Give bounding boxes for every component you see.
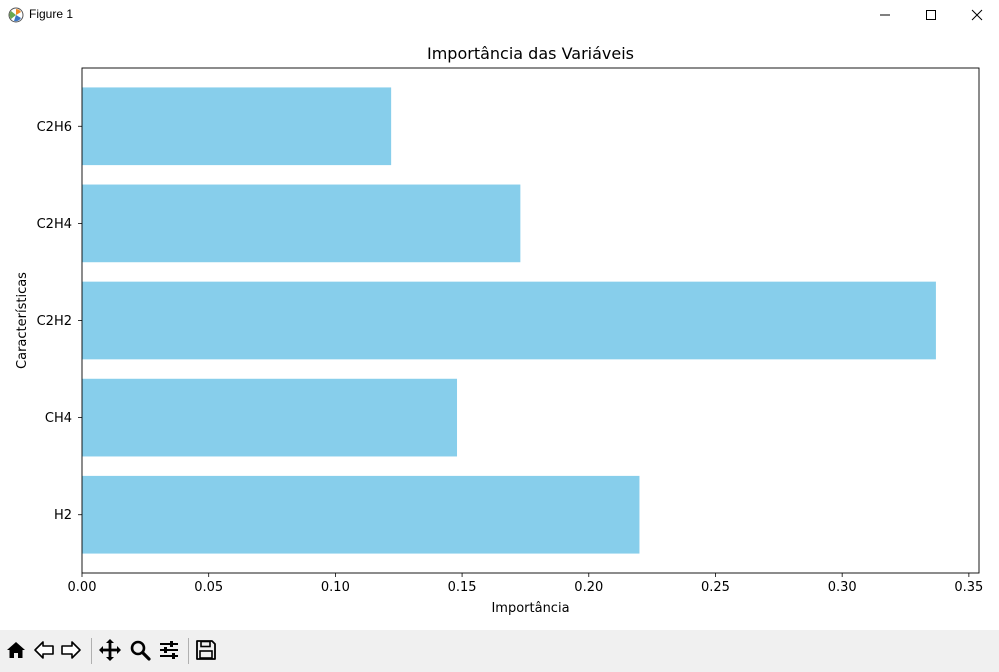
x-tick-label: 0.30 <box>828 580 857 595</box>
save-button[interactable] <box>192 636 220 664</box>
minimize-button[interactable] <box>862 0 908 30</box>
back-button[interactable] <box>30 636 58 664</box>
x-axis-label: Importância <box>491 601 569 616</box>
x-tick-label: 0.10 <box>321 580 350 595</box>
home-icon <box>7 642 25 658</box>
y-tick-label: C2H4 <box>37 217 72 232</box>
move-icon <box>99 639 121 661</box>
zoom-button[interactable] <box>126 636 154 664</box>
bar-ch4 <box>82 378 458 457</box>
y-tick-label: CH4 <box>45 411 72 426</box>
x-tick-label: 0.05 <box>194 580 223 595</box>
home-button[interactable] <box>2 636 30 664</box>
minimize-icon <box>880 14 890 16</box>
arrow-right-icon <box>61 641 81 659</box>
zoom-icon <box>130 640 151 661</box>
bar-chart: H2 CH4 C2H2 C2H4 C2H6 0.00 0.05 0.10 0.15 0.20 0.2… <box>15 44 983 616</box>
y-tick-label: C2H2 <box>37 314 72 329</box>
matplotlib-icon <box>8 7 24 23</box>
x-tick-label: 0.25 <box>701 580 730 595</box>
y-tick-label: C2H6 <box>37 120 72 135</box>
sliders-icon <box>160 641 178 659</box>
maximize-button[interactable] <box>908 0 954 30</box>
chart-title: Importância das Variáveis <box>427 44 634 63</box>
toolbar-separator <box>188 638 189 664</box>
window-title: Figure 1 <box>29 7 74 21</box>
bar-c2h4 <box>82 184 521 263</box>
x-tick-label: 0.35 <box>954 580 983 595</box>
pan-button[interactable] <box>96 636 124 664</box>
x-tick-label: 0.00 <box>68 580 97 595</box>
navigation-toolbar <box>0 630 999 672</box>
figure-canvas: H2 CH4 C2H2 C2H4 C2H6 0.00 0.05 0.10 0.15 0.20 0.2… <box>0 30 999 630</box>
floppy-disk-icon <box>196 640 216 660</box>
toolbar-separator <box>91 638 92 664</box>
forward-button[interactable] <box>57 636 85 664</box>
x-tick-label: 0.15 <box>448 580 477 595</box>
close-icon <box>971 9 983 21</box>
window-titlebar: Figure 1 <box>0 0 999 30</box>
maximize-icon <box>926 10 936 20</box>
y-tick-label: H2 <box>54 508 72 523</box>
configure-subplots-button[interactable] <box>155 636 183 664</box>
close-button[interactable] <box>954 0 999 30</box>
bar-h2 <box>82 475 640 554</box>
bar-c2h6 <box>82 87 392 166</box>
y-axis-label: Características <box>15 272 30 369</box>
arrow-left-icon <box>34 641 54 659</box>
bar-c2h2 <box>82 281 936 360</box>
x-tick-label: 0.20 <box>574 580 603 595</box>
axes-frame <box>81 67 980 574</box>
